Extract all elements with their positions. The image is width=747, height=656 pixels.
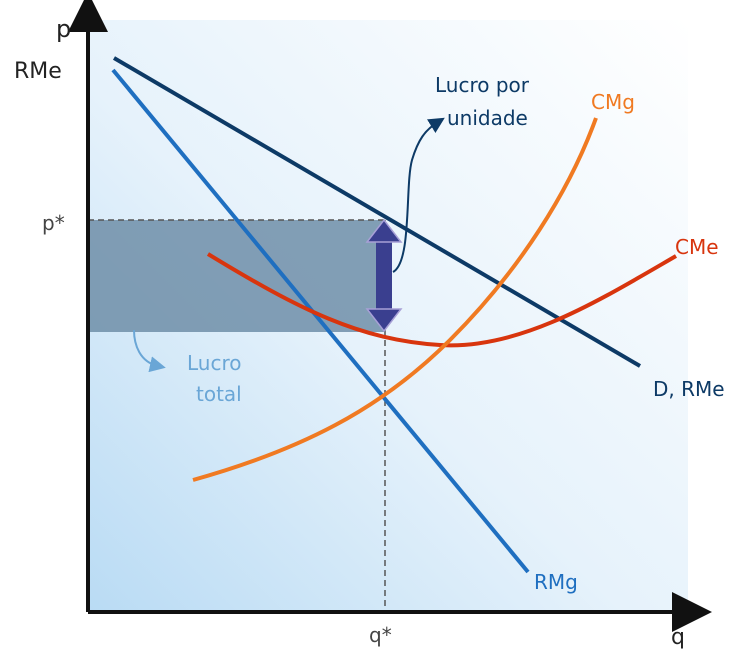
y-axis-label: p (56, 15, 71, 43)
unit-profit-pointer (392, 117, 445, 273)
q-star-tick-label: q* (369, 623, 392, 647)
demand-label: D, RMe (653, 377, 725, 401)
marginal-revenue-curve (111, 68, 530, 574)
marginal-revenue-label: RMg (534, 570, 578, 594)
y-axis-sublabel: RMe (14, 59, 62, 84)
unit-profit-label-line1: Lucro por (435, 73, 530, 97)
unit-profit-label-line2: unidade (447, 106, 528, 130)
average-cost-label: CMe (675, 235, 719, 259)
unit-profit-arrow (365, 218, 403, 333)
p-star-tick-label: p* (42, 211, 65, 235)
total-profit-label-line2: total (196, 382, 242, 406)
demand-curve (112, 56, 642, 368)
marginal-cost-curve (192, 117, 598, 482)
marginal-cost-label: CMg (591, 90, 635, 114)
x-axis-label: q (671, 625, 685, 650)
average-cost-curve (206, 252, 678, 348)
total-profit-label-line1: Lucro (187, 351, 241, 375)
total-profit-area (88, 220, 385, 332)
total-profit-pointer (133, 329, 166, 373)
